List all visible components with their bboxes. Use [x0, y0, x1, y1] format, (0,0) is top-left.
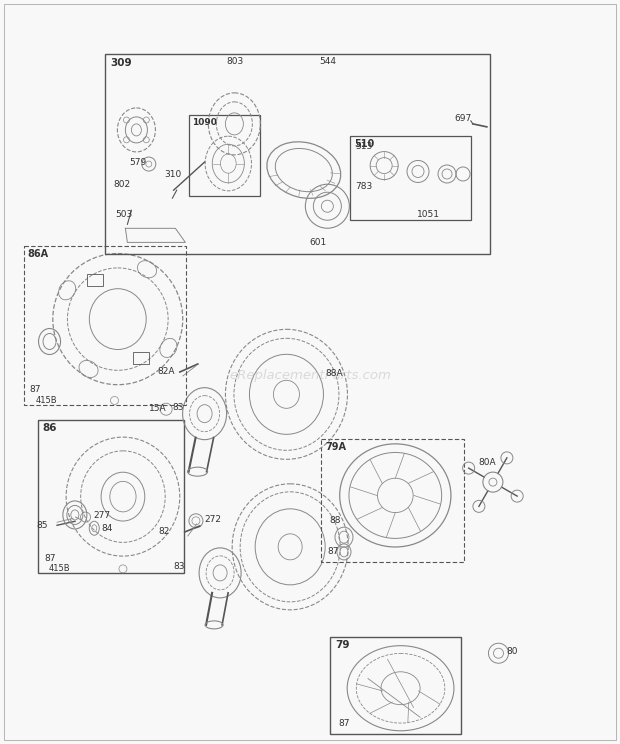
Bar — [350, 136, 471, 220]
Text: 503: 503 — [115, 210, 133, 219]
Text: 82: 82 — [159, 527, 170, 536]
Bar — [330, 637, 461, 734]
Text: 415B: 415B — [48, 565, 70, 574]
Text: 80A: 80A — [478, 458, 495, 467]
Text: 309: 309 — [110, 57, 132, 68]
Text: 87: 87 — [327, 548, 339, 557]
Text: 272: 272 — [205, 515, 221, 524]
Text: 1051: 1051 — [417, 210, 440, 219]
Text: 15A: 15A — [149, 404, 166, 413]
Text: eReplacementParts.com: eReplacementParts.com — [229, 369, 391, 382]
Text: 88: 88 — [330, 516, 342, 525]
Text: 79: 79 — [335, 640, 350, 650]
Text: 544: 544 — [319, 57, 336, 66]
Bar — [321, 439, 464, 562]
Text: 82A: 82A — [157, 367, 175, 376]
Text: 697: 697 — [455, 115, 472, 124]
Text: 87: 87 — [30, 385, 41, 394]
Bar — [87, 275, 103, 286]
Text: 86: 86 — [42, 423, 57, 433]
Text: 80: 80 — [507, 647, 518, 656]
Bar — [38, 420, 184, 573]
Text: 83: 83 — [174, 562, 185, 571]
Text: 85: 85 — [36, 521, 48, 530]
Text: 579: 579 — [129, 158, 146, 167]
Bar — [133, 352, 149, 364]
Text: 415B: 415B — [35, 396, 57, 405]
Text: 510: 510 — [354, 139, 374, 149]
Text: 601: 601 — [309, 238, 327, 247]
Bar — [105, 54, 490, 254]
Text: 88A: 88A — [326, 369, 343, 378]
Text: 79A: 79A — [325, 442, 346, 452]
Text: 83: 83 — [172, 403, 184, 412]
Text: 802: 802 — [113, 179, 131, 189]
Text: 87: 87 — [339, 719, 350, 728]
Text: 310: 310 — [164, 170, 182, 179]
Text: 87: 87 — [45, 554, 56, 563]
Text: 1090: 1090 — [192, 118, 217, 126]
Text: 803: 803 — [226, 57, 244, 66]
Text: 513: 513 — [355, 141, 373, 150]
Text: 84: 84 — [102, 524, 113, 533]
Text: 86A: 86A — [27, 248, 49, 258]
Bar — [24, 246, 186, 405]
Text: 277: 277 — [93, 511, 110, 520]
Text: 783: 783 — [355, 182, 373, 191]
Bar — [189, 115, 260, 196]
